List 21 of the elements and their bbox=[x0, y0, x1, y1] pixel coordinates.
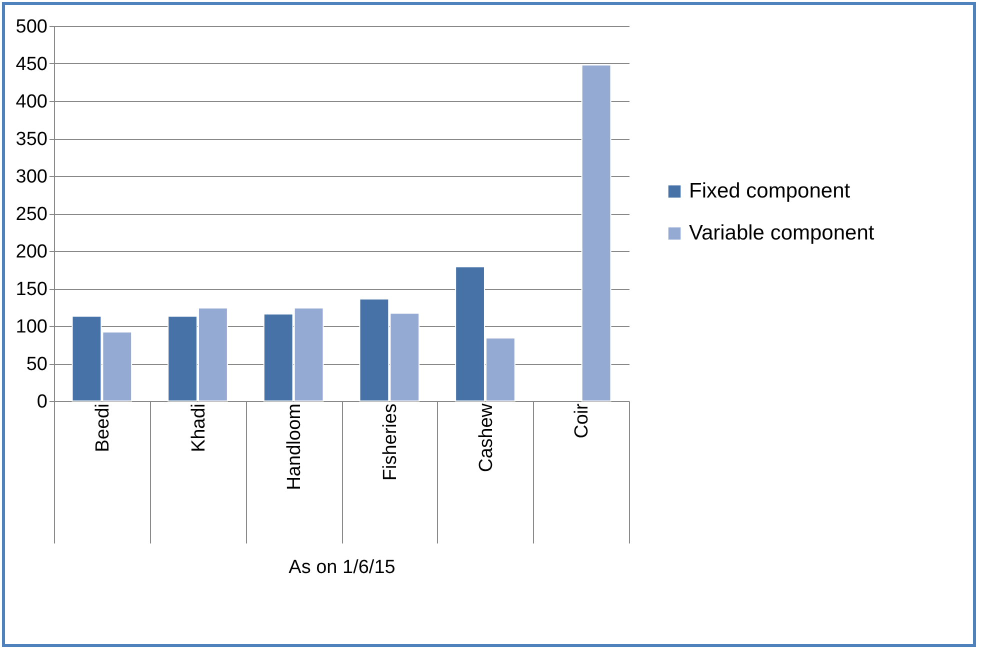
x-tick-label: Khadi bbox=[188, 404, 210, 452]
bar bbox=[581, 64, 612, 402]
y-tick-label: 50 bbox=[26, 354, 48, 375]
y-tick-label: 400 bbox=[16, 92, 48, 112]
y-tick-label: 500 bbox=[16, 16, 48, 38]
legend-label: Variable component bbox=[689, 222, 874, 244]
y-tick-label: 450 bbox=[16, 54, 48, 75]
x-tick-label: Handloom bbox=[284, 404, 306, 490]
x-tick-label: Fisheries bbox=[380, 404, 401, 481]
x-tick-label: Coir bbox=[572, 402, 593, 438]
x-axis-title: As on 1/6/15 bbox=[288, 557, 396, 578]
y-tick-label: 300 bbox=[16, 166, 48, 188]
y-tick-label: 150 bbox=[16, 279, 48, 300]
y-tick-label: 100 bbox=[16, 316, 48, 338]
y-tick-label: 250 bbox=[16, 204, 48, 225]
x-tick-label: Beedi bbox=[92, 404, 114, 452]
y-tick-label: 0 bbox=[36, 392, 48, 412]
x-tick-label: Cashew bbox=[476, 403, 497, 472]
y-tick-label: 350 bbox=[16, 129, 48, 150]
y-tick-label: 200 bbox=[16, 242, 48, 262]
legend-label: Fixed component bbox=[689, 180, 850, 202]
